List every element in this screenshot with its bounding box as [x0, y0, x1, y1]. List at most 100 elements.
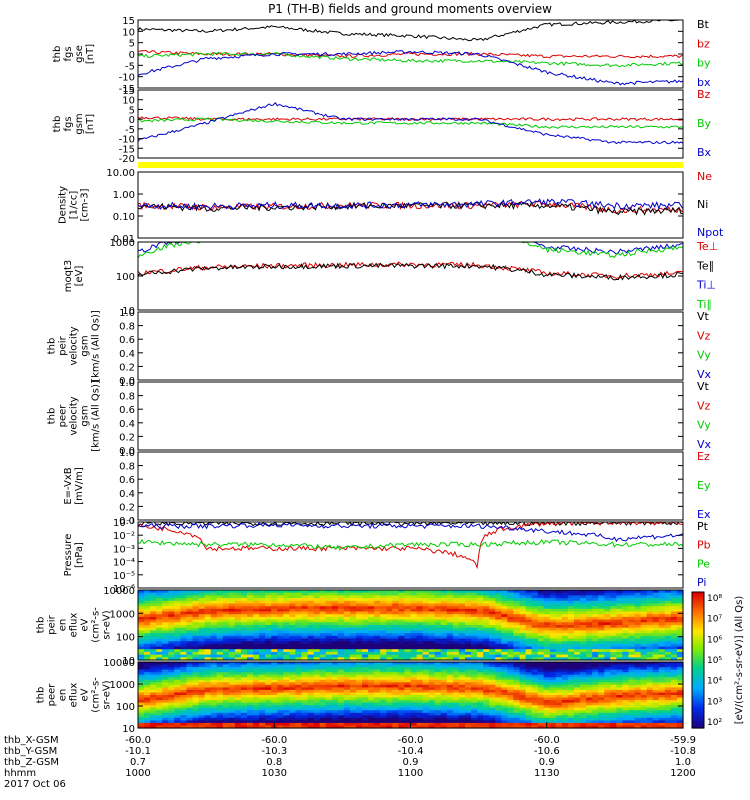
spectrogram-cell: [501, 677, 508, 681]
spectrogram-cell: [162, 643, 169, 648]
spectrogram-cell: [477, 725, 484, 729]
spectrogram-cell: [525, 725, 533, 729]
spectrogram-cell: [295, 611, 303, 615]
spectrogram-cell: [495, 598, 502, 602]
spectrogram-cell: [162, 707, 169, 711]
spectrogram-cell: [531, 622, 539, 626]
spectrogram-cell: [319, 702, 327, 706]
spectrogram-cell: [555, 684, 563, 688]
spectrogram-cell: [398, 651, 406, 656]
spectrogram-cell: [652, 590, 660, 594]
spectrogram-cell: [204, 710, 212, 714]
spectrogram-cell: [525, 611, 533, 615]
spectrogram-cell: [483, 672, 490, 676]
spectrogram-cell: [162, 712, 169, 716]
spectrogram-cell: [228, 625, 236, 629]
spectrogram-cell: [289, 674, 297, 678]
spectrogram-cell: [446, 705, 454, 709]
spectrogram-cell: [471, 722, 478, 726]
spectrogram-cell: [513, 633, 521, 637]
spectrogram-cell: [138, 622, 145, 626]
spectrogram-cell: [343, 611, 351, 615]
spectrogram-cell: [228, 657, 236, 661]
spectrogram-cell: [628, 689, 636, 693]
spectrogram-cell: [234, 674, 242, 678]
x-tick-label: 1200: [670, 768, 695, 779]
spectrogram-cell: [543, 627, 551, 631]
spectrogram-cell: [440, 622, 448, 626]
spectrogram-cell: [204, 697, 212, 701]
spectrogram-cell: [525, 619, 533, 623]
spectrogram-cell: [471, 697, 478, 701]
y-axis-label: [1/cc]: [69, 191, 80, 220]
spectrogram-cell: [646, 641, 654, 645]
spectrogram-cell: [398, 595, 406, 599]
spectrogram-cell: [325, 689, 333, 693]
spectrogram-cell: [483, 627, 490, 631]
spectrogram-cell: [483, 702, 490, 706]
spectrogram-cell: [525, 635, 533, 640]
spectrogram-cell: [598, 638, 605, 642]
spectrogram-cell: [604, 598, 611, 602]
spectrogram-cell: [186, 712, 194, 716]
spectrogram-cell: [537, 687, 545, 691]
spectrogram-cell: [259, 674, 266, 678]
spectrogram-cell: [592, 679, 599, 683]
spectrogram-cell: [343, 625, 351, 629]
spectrogram-cell: [513, 619, 521, 623]
spectrogram-cell: [222, 635, 230, 640]
spectrogram-cell: [640, 603, 648, 607]
spectrogram-cell: [404, 606, 412, 610]
spectrogram-cell: [150, 682, 157, 686]
spectrogram-cell: [610, 649, 617, 653]
spectrogram-cell: [422, 616, 430, 621]
spectrogram-cell: [422, 646, 430, 650]
spectrogram-cell: [446, 638, 454, 642]
x-tick-label: -60.0: [534, 735, 560, 746]
spectrogram-cell: [531, 700, 539, 704]
spectrogram-cell: [180, 692, 188, 696]
spectrogram-cell: [404, 692, 412, 696]
spectrogram-cell: [410, 622, 418, 626]
spectrogram-cell: [222, 697, 230, 701]
spectrogram-cell: [380, 717, 387, 721]
spectrogram-cell: [434, 598, 442, 602]
spectrogram-cell: [452, 619, 460, 623]
spectrogram-cell: [216, 638, 224, 642]
spectrogram-cell: [670, 689, 678, 693]
spectrogram-cell: [471, 662, 478, 666]
spectrogram-cell: [301, 674, 309, 678]
spectrogram-cell: [192, 598, 200, 602]
spectrogram-cell: [458, 625, 466, 629]
spectrogram-cell: [216, 654, 224, 658]
spectrogram-cell: [537, 705, 545, 709]
spectrogram-cell: [422, 651, 430, 656]
spectrogram-cell: [416, 684, 424, 688]
spectrogram-cell: [356, 633, 363, 637]
spectrogram-cell: [567, 710, 575, 714]
spectrogram-cell: [325, 633, 333, 637]
spectrogram-cell: [567, 622, 575, 626]
y-axis-label: thb: [52, 116, 63, 133]
spectrogram-cell: [586, 598, 593, 602]
spectrogram-cell: [586, 717, 593, 721]
y-tick-label: 5: [129, 39, 135, 50]
spectrogram-cell: [561, 622, 569, 626]
spectrogram-cell: [313, 697, 321, 701]
spectrogram-cell: [495, 651, 502, 656]
spectrogram-cell: [543, 625, 551, 629]
spectrogram-cell: [543, 641, 551, 645]
spectrogram-cell: [374, 654, 381, 658]
spectrogram-cell: [640, 664, 648, 668]
spectrogram-cell: [628, 614, 636, 618]
spectrogram-cell: [325, 687, 333, 691]
spectrogram-cell: [676, 702, 684, 706]
spectrogram-cell: [640, 697, 648, 701]
spectrogram-cell: [471, 667, 478, 671]
spectrogram-cell: [289, 707, 297, 711]
spectrogram-cell: [561, 717, 569, 721]
spectrogram-cell: [646, 667, 654, 671]
spectrogram-cell: [307, 672, 315, 676]
spectrogram-cell: [471, 641, 478, 645]
spectrogram-cell: [234, 611, 242, 615]
